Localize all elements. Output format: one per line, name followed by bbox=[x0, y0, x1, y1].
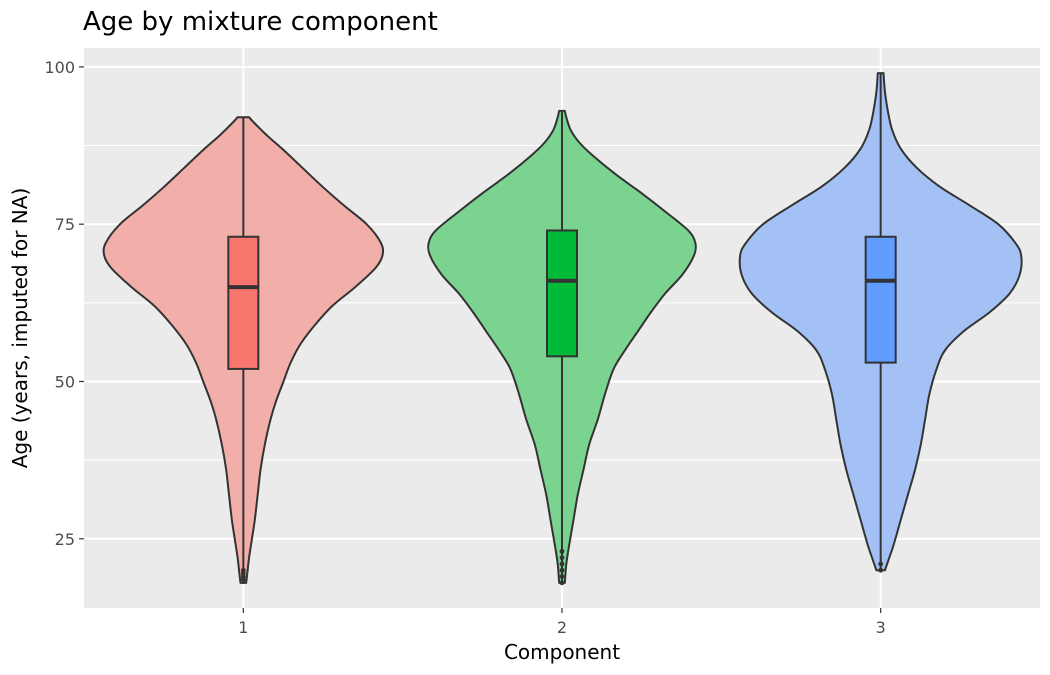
violin-group-3 bbox=[738, 72, 1023, 573]
outlier-point bbox=[878, 561, 884, 567]
violin-group-1 bbox=[102, 116, 385, 584]
outlier-point bbox=[559, 574, 565, 579]
outlier-point bbox=[559, 548, 565, 554]
outlier-point bbox=[878, 567, 884, 573]
outlier-point bbox=[559, 555, 565, 561]
y-tick-label: 100 bbox=[44, 58, 75, 77]
violin-group-2 bbox=[427, 109, 697, 586]
outlier-point bbox=[559, 567, 565, 573]
x-axis-title: Component bbox=[504, 640, 620, 664]
x-tick-label: 3 bbox=[876, 618, 886, 637]
box bbox=[227, 235, 260, 370]
box bbox=[864, 235, 897, 364]
x-axis: 1 2 3 bbox=[238, 608, 886, 637]
outlier-point bbox=[559, 580, 565, 586]
box bbox=[546, 229, 578, 358]
outlier-point bbox=[240, 567, 246, 573]
y-axis: 25 50 75 100 bbox=[44, 58, 84, 549]
y-tick-label: 25 bbox=[55, 530, 75, 549]
violins bbox=[102, 72, 1023, 586]
y-axis-title: Age (years, imputed for NA) bbox=[8, 188, 32, 469]
chart-title: Age by mixture component bbox=[83, 7, 438, 37]
y-tick-label: 50 bbox=[55, 372, 75, 391]
outlier-point bbox=[559, 561, 565, 567]
x-tick-label: 1 bbox=[238, 618, 248, 637]
y-tick-label: 75 bbox=[55, 215, 75, 234]
x-tick-label: 2 bbox=[557, 618, 567, 637]
